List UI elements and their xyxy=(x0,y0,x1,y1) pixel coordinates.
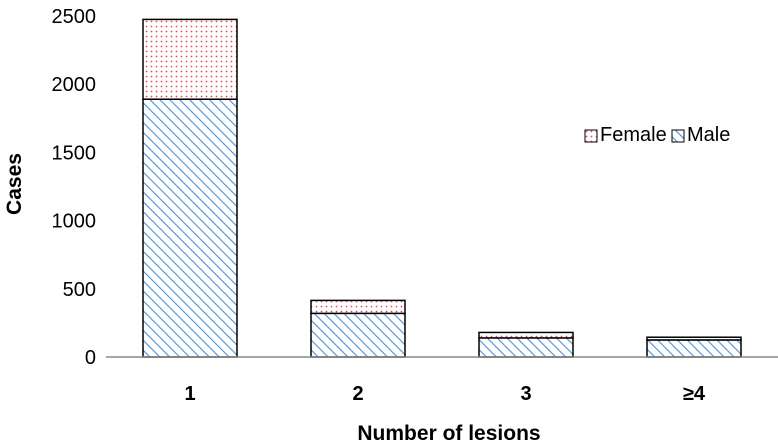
legend-swatch-male xyxy=(671,129,685,143)
bar-female-1 xyxy=(142,18,238,100)
x-tick-label: 1 xyxy=(184,383,195,405)
x-tick-label: ≥4 xyxy=(683,383,706,405)
x-axis-labels: 1 2 3 ≥4 xyxy=(184,383,705,405)
bar-male-2 xyxy=(310,312,406,358)
legend: Female Male xyxy=(584,124,730,146)
y-axis-title: Cases xyxy=(3,153,26,215)
y-tick-label: 1500 xyxy=(52,142,97,164)
legend-label-female: Female xyxy=(600,124,667,146)
legend-label-male: Male xyxy=(687,124,730,146)
bar-female-2 xyxy=(310,299,406,315)
bar-female-4 xyxy=(646,336,742,341)
bar-male-4 xyxy=(646,339,742,358)
bar-male-3 xyxy=(478,337,574,358)
x-tick-label: 2 xyxy=(352,383,363,405)
y-tick-label: 2000 xyxy=(52,74,97,96)
bar-male-1 xyxy=(142,98,238,358)
x-tick-label: 3 xyxy=(520,383,531,405)
y-tick-label: 0 xyxy=(85,347,96,369)
bar-female-3 xyxy=(478,331,574,339)
legend-swatch-female xyxy=(584,129,598,143)
y-tick-label: 1000 xyxy=(52,211,97,233)
y-axis-ticks: 0 500 1000 1500 2000 2500 xyxy=(52,6,97,369)
y-tick-label: 500 xyxy=(63,279,96,301)
x-axis-title: Number of lesions xyxy=(357,422,540,445)
y-tick-label: 2500 xyxy=(52,6,97,28)
bars xyxy=(142,18,742,358)
